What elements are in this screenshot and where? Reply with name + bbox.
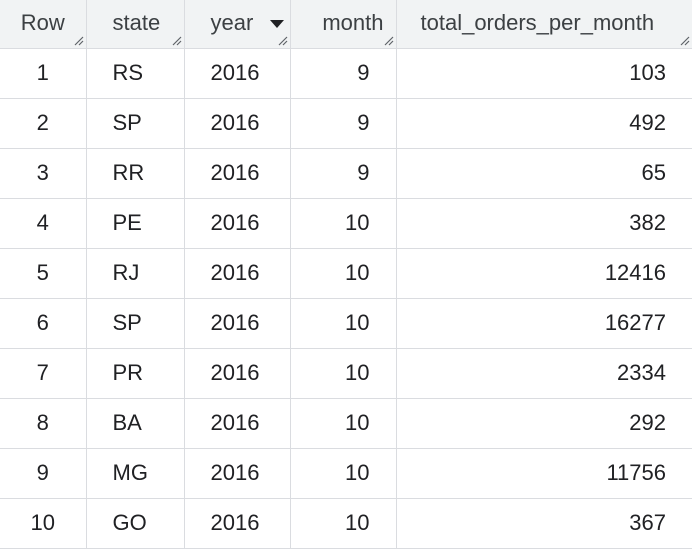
state-cell: MG xyxy=(86,448,185,499)
row-number-cell: 10 xyxy=(0,498,87,549)
row-number-cell: 6 xyxy=(0,298,87,349)
total-orders-cell: 65 xyxy=(396,148,692,199)
column-header-label: year xyxy=(210,10,254,35)
column-header-row[interactable]: Row xyxy=(0,0,87,49)
column-resize-icon[interactable] xyxy=(676,32,690,46)
table-row[interactable]: 10 GO 2016 10 367 xyxy=(0,498,692,549)
header-row: Row state year month total_orders_per_mo… xyxy=(0,0,692,49)
state-cell: GO xyxy=(86,498,185,549)
table-row[interactable]: 4 PE 2016 10 382 xyxy=(0,198,692,249)
row-number-cell: 5 xyxy=(0,248,87,299)
state-cell: SP xyxy=(86,298,185,349)
total-orders-cell: 492 xyxy=(396,98,692,149)
total-orders-cell: 12416 xyxy=(396,248,692,299)
month-cell: 9 xyxy=(290,48,397,99)
year-cell: 2016 xyxy=(184,198,291,249)
table-row[interactable]: 2 SP 2016 9 492 xyxy=(0,98,692,149)
column-header-total-orders[interactable]: total_orders_per_month xyxy=(396,0,692,49)
column-header-label: Row xyxy=(20,10,65,35)
column-header-month[interactable]: month xyxy=(290,0,397,49)
state-cell: RR xyxy=(86,148,185,199)
year-cell: 2016 xyxy=(184,398,291,449)
year-cell: 2016 xyxy=(184,98,291,149)
state-cell: RJ xyxy=(86,248,185,299)
table-row[interactable]: 3 RR 2016 9 65 xyxy=(0,148,692,199)
column-resize-icon[interactable] xyxy=(168,32,182,46)
state-cell: PE xyxy=(86,198,185,249)
year-cell: 2016 xyxy=(184,298,291,349)
month-cell: 10 xyxy=(290,198,397,249)
column-header-label: state xyxy=(112,10,161,35)
column-header-label: month xyxy=(322,10,384,35)
year-cell: 2016 xyxy=(184,498,291,549)
state-cell: SP xyxy=(86,98,185,149)
month-cell: 10 xyxy=(290,298,397,349)
table-row[interactable]: 1 RS 2016 9 103 xyxy=(0,48,692,99)
sort-descending-icon[interactable] xyxy=(269,20,284,28)
month-cell: 10 xyxy=(290,448,397,499)
state-cell: BA xyxy=(86,398,185,449)
month-cell: 9 xyxy=(290,98,397,149)
state-cell: RS xyxy=(86,48,185,99)
total-orders-cell: 382 xyxy=(396,198,692,249)
table-row[interactable]: 7 PR 2016 10 2334 xyxy=(0,348,692,399)
state-cell: PR xyxy=(86,348,185,399)
year-cell: 2016 xyxy=(184,348,291,399)
column-header-label: total_orders_per_month xyxy=(420,10,655,35)
column-header-year[interactable]: year xyxy=(184,0,291,49)
year-cell: 2016 xyxy=(184,48,291,99)
month-cell: 10 xyxy=(290,498,397,549)
row-number-cell: 2 xyxy=(0,98,87,149)
row-number-cell: 4 xyxy=(0,198,87,249)
table-row[interactable]: 8 BA 2016 10 292 xyxy=(0,398,692,449)
total-orders-cell: 292 xyxy=(396,398,692,449)
column-header-state[interactable]: state xyxy=(86,0,185,49)
column-resize-icon[interactable] xyxy=(70,32,84,46)
row-number-cell: 9 xyxy=(0,448,87,499)
table-row[interactable]: 6 SP 2016 10 16277 xyxy=(0,298,692,349)
total-orders-cell: 367 xyxy=(396,498,692,549)
column-resize-icon[interactable] xyxy=(380,32,394,46)
month-cell: 10 xyxy=(290,398,397,449)
row-number-cell: 1 xyxy=(0,48,87,99)
row-number-cell: 8 xyxy=(0,398,87,449)
total-orders-cell: 16277 xyxy=(396,298,692,349)
table-row[interactable]: 9 MG 2016 10 11756 xyxy=(0,448,692,499)
total-orders-cell: 103 xyxy=(396,48,692,99)
month-cell: 10 xyxy=(290,248,397,299)
table-row[interactable]: 5 RJ 2016 10 12416 xyxy=(0,248,692,299)
year-cell: 2016 xyxy=(184,148,291,199)
total-orders-cell: 11756 xyxy=(396,448,692,499)
year-cell: 2016 xyxy=(184,248,291,299)
column-resize-icon[interactable] xyxy=(274,32,288,46)
month-cell: 9 xyxy=(290,148,397,199)
row-number-cell: 7 xyxy=(0,348,87,399)
month-cell: 10 xyxy=(290,348,397,399)
year-cell: 2016 xyxy=(184,448,291,499)
row-number-cell: 3 xyxy=(0,148,87,199)
total-orders-cell: 2334 xyxy=(396,348,692,399)
